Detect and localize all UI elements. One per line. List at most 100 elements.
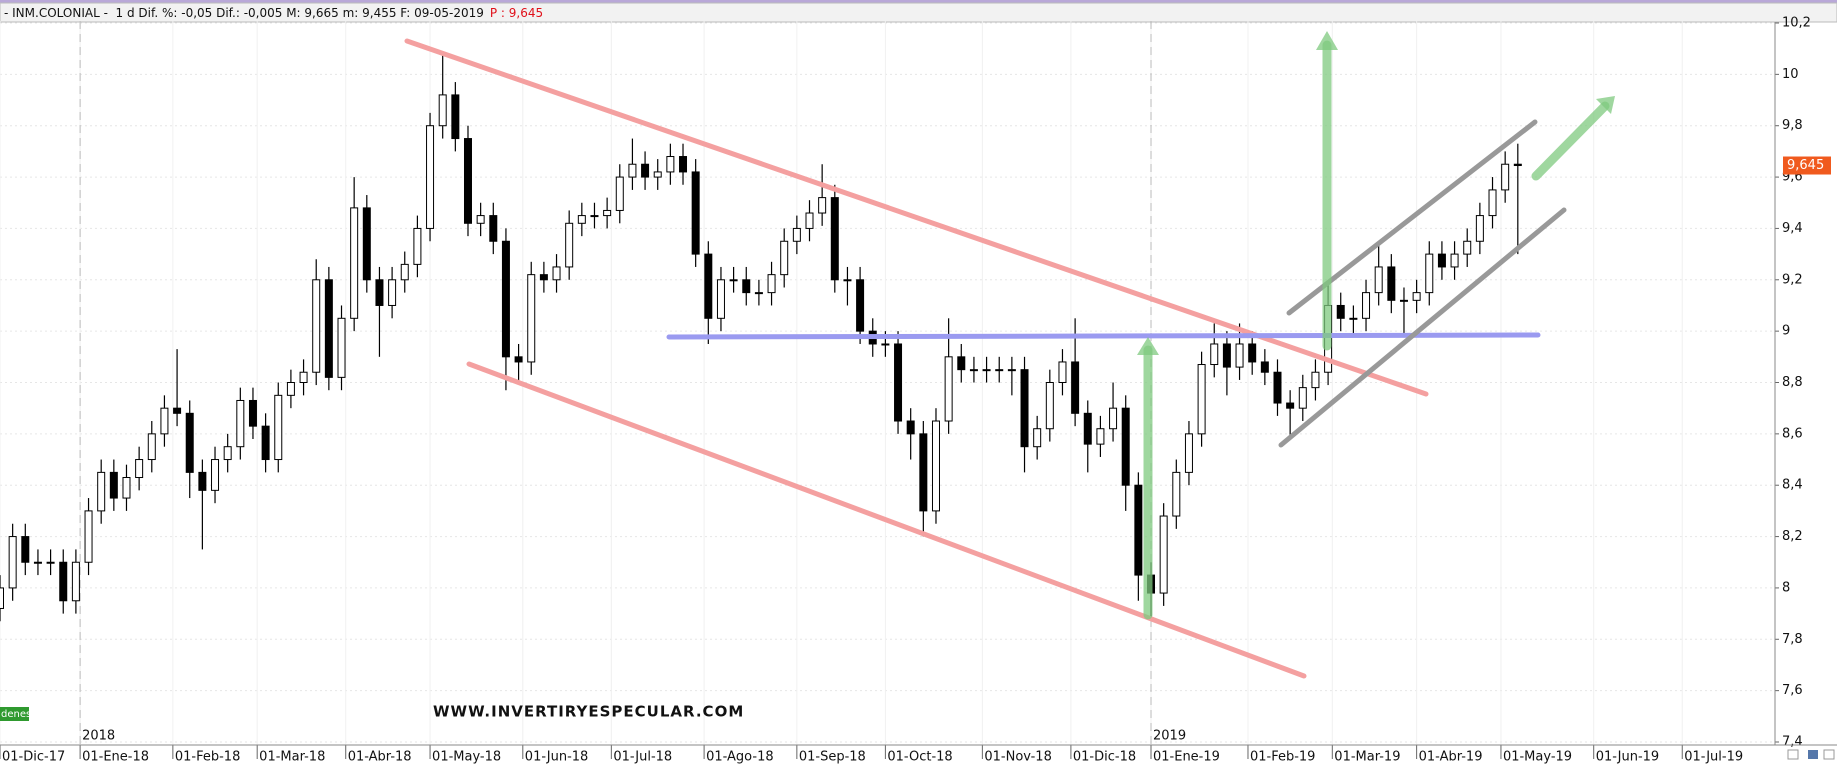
candle-body [1501, 163, 1510, 191]
candle-body [767, 274, 776, 294]
candle-body [1197, 364, 1206, 435]
candle-body [1513, 163, 1522, 167]
candle-body [8, 536, 17, 589]
x-tick-label: 01-Oct-18 [887, 750, 952, 765]
year-label: 2019 [1153, 729, 1186, 744]
x-tick-label: 01-Feb-19 [1250, 750, 1315, 765]
candle-body [211, 459, 220, 491]
candle-body [1020, 369, 1029, 448]
candle-body [451, 94, 460, 140]
y-tick-label: 8 [1782, 580, 1790, 595]
candle-body [1286, 402, 1295, 409]
candle-body [906, 420, 915, 435]
x-tick-label: 01-Jul-19 [1684, 750, 1743, 765]
y-tick-label: 7,6 [1782, 683, 1803, 698]
candle-body [173, 407, 182, 414]
horizontal-level [666, 332, 1541, 340]
x-tick-label: 01-Abr-18 [348, 750, 412, 765]
candle-body [1172, 471, 1181, 517]
candle-body [160, 407, 169, 435]
candle-body [843, 279, 852, 282]
candle-body [1425, 253, 1434, 294]
x-tick-label: 01-May-18 [432, 750, 501, 765]
header-bar [0, 2, 1837, 23]
arrows [1137, 31, 1615, 620]
year-label: 2018 [82, 729, 115, 744]
y-tick-label: 8,2 [1782, 529, 1803, 544]
candle-body [299, 371, 308, 384]
candle-body [944, 356, 953, 422]
candle-body [780, 240, 789, 276]
candle-body [957, 356, 966, 371]
y-tick-label: 9,4 [1782, 221, 1803, 236]
x-tick-label: 01-Dic-17 [2, 750, 65, 765]
candle-body [198, 471, 207, 491]
panel-tab[interactable]: denes [1, 709, 31, 720]
candle-body [71, 561, 80, 602]
candle-body [324, 279, 333, 378]
candle-body [274, 394, 283, 461]
candle-body [350, 207, 359, 319]
x-tick-label: 01-May-19 [1503, 750, 1572, 765]
header-title: - INM.COLONIAL - 1 d Dif. %: -0,05 Dif.:… [4, 6, 484, 20]
candle-body [577, 215, 586, 224]
x-tick-label: 01-Mar-19 [1334, 750, 1400, 765]
candle-body [1235, 343, 1244, 368]
panel-tab-bg [0, 707, 29, 721]
icon[interactable] [1808, 750, 1818, 759]
x-tick-label: 01-Ago-18 [706, 750, 774, 765]
candle-body [109, 471, 118, 499]
candle-body [590, 215, 599, 218]
candle-body [337, 317, 346, 378]
x-tick-label: 01-Ene-19 [1153, 750, 1220, 765]
candle-body [1399, 299, 1408, 302]
candle-body [982, 369, 991, 372]
candle-body [1475, 215, 1484, 242]
candle-body [1210, 343, 1219, 366]
candle-body [147, 433, 156, 461]
x-tick-label: 01-Jul-18 [613, 750, 672, 765]
candle-body [1412, 292, 1421, 301]
candle-body [0, 587, 4, 609]
candle-body [1362, 292, 1371, 319]
candle-body [1058, 361, 1067, 384]
y-tick-label: 7,8 [1782, 632, 1803, 647]
support-line [466, 361, 1307, 679]
header-price: P : 9,645 [490, 6, 543, 20]
candle-body [135, 459, 144, 479]
candle-body [1045, 382, 1054, 430]
candle-body [1083, 412, 1092, 445]
candle-body [514, 356, 523, 363]
channel-lower [1278, 207, 1567, 448]
candle-body [1071, 361, 1080, 414]
candle-body [1184, 433, 1193, 473]
candle-body [1273, 371, 1282, 404]
candle-body [223, 446, 232, 461]
candle-body [413, 227, 422, 265]
candle-body [539, 274, 548, 281]
candle-body [716, 279, 725, 319]
candle-body [754, 292, 763, 295]
candle-body [995, 369, 1004, 372]
grid [0, 21, 1775, 745]
candle-body [615, 176, 624, 211]
candle-body [1450, 253, 1459, 268]
icon[interactable] [1823, 749, 1835, 760]
candle-body [1159, 515, 1168, 594]
y-tick-label: 7,4 [1782, 735, 1803, 750]
candle-body [565, 222, 574, 268]
candle-body [362, 207, 371, 281]
y-tick-label: 10,2 [1782, 16, 1811, 31]
candle-body [476, 215, 485, 224]
annotations [404, 31, 1615, 679]
icon[interactable] [1787, 749, 1799, 760]
candle-body [1007, 369, 1016, 372]
candle-body [628, 163, 637, 178]
arrow-head [1596, 96, 1615, 114]
candle-body [792, 227, 801, 242]
last-price-label: 9,645 [1787, 158, 1824, 173]
candle-body [400, 263, 409, 281]
candle-body [641, 163, 650, 178]
